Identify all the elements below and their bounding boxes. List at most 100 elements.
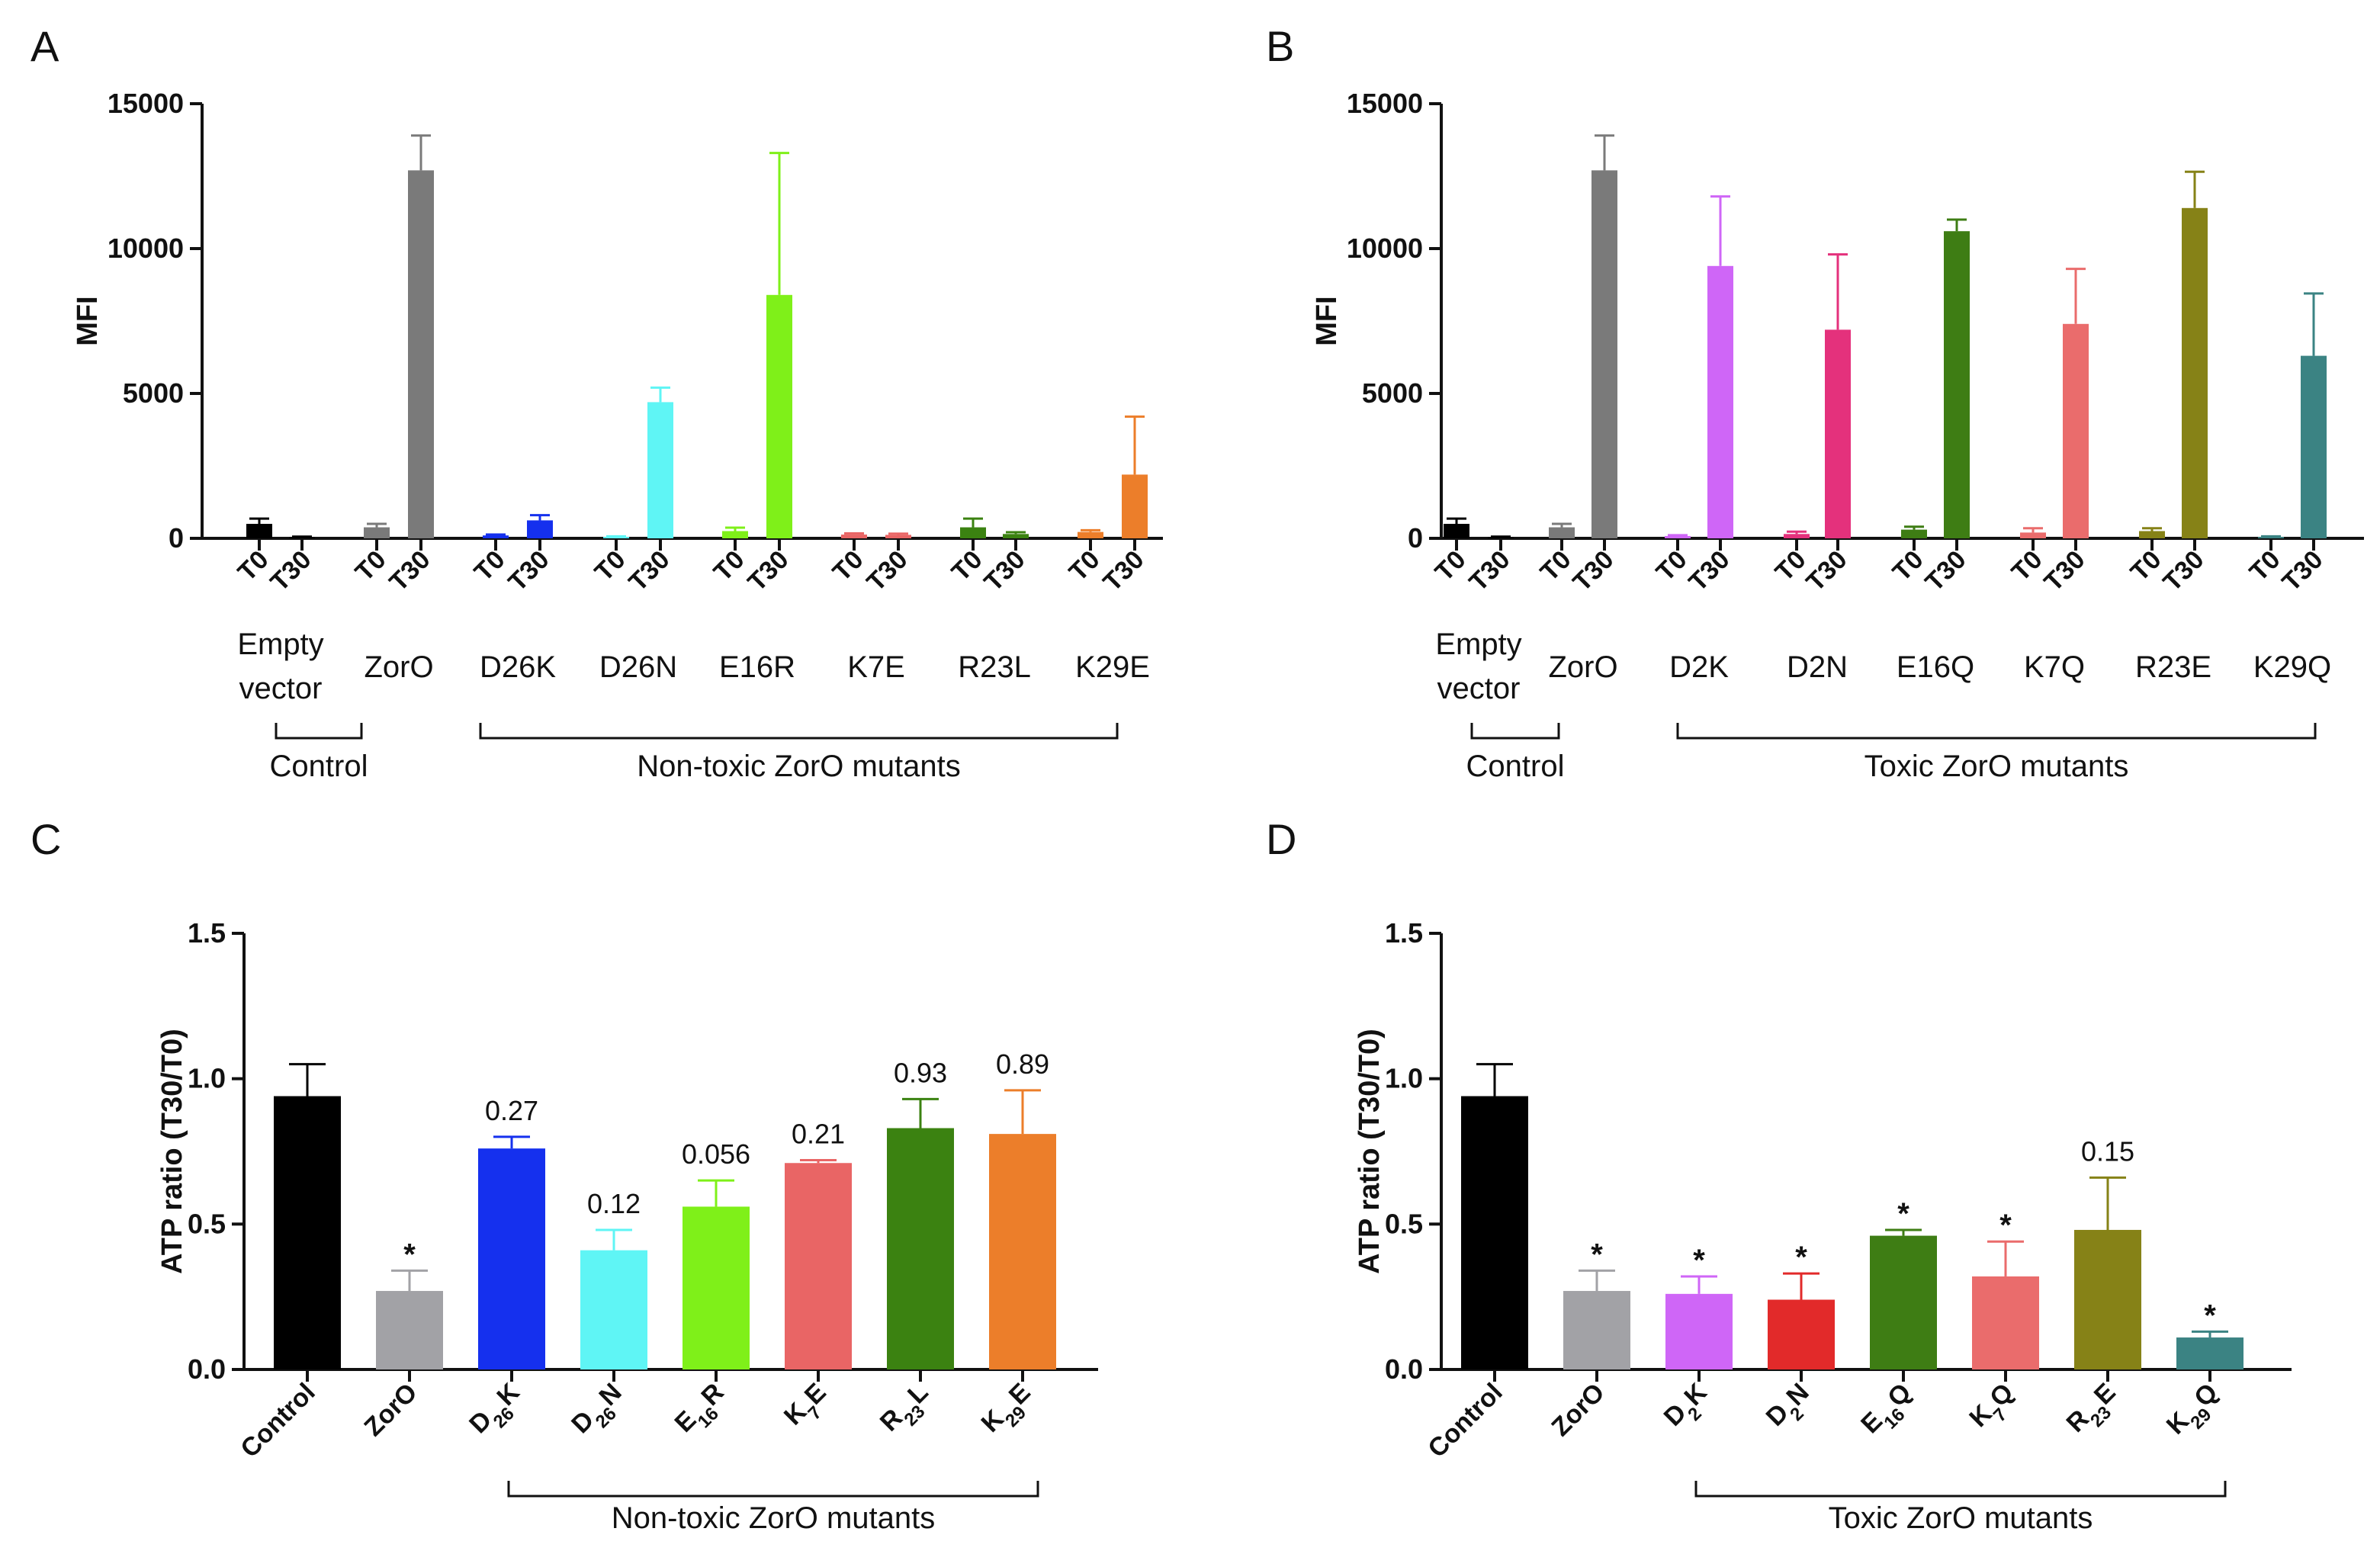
bar	[1461, 1096, 1528, 1369]
p-value-label: 0.27	[485, 1095, 538, 1126]
group-bracket	[275, 723, 363, 740]
group-label: ZorO	[1548, 650, 1617, 684]
bar	[364, 527, 390, 538]
x-tick-label-suffix: Q	[2189, 1378, 2224, 1413]
group-label: D2K	[1669, 650, 1729, 684]
x-tick-label: T30	[384, 545, 435, 597]
x-tick-label: T30	[2038, 545, 2090, 597]
bar	[2182, 207, 2208, 538]
group-bracket	[507, 1481, 1039, 1498]
x-tick-label: R23E	[2060, 1378, 2127, 1444]
panel-a: A 0 5000 10000 15000 MFI T0 T30 Empty vector T0 T3…	[0, 0, 1190, 793]
x-tick-label-base: K	[975, 1404, 1010, 1438]
bar	[785, 1163, 852, 1369]
x-tick-label: T30	[2157, 545, 2209, 597]
x-tick-label: E16Q	[1855, 1378, 1923, 1446]
bar	[2139, 531, 2165, 538]
bar	[246, 524, 272, 538]
x-tick-label: E16R	[669, 1378, 735, 1444]
x-tick-label: Control	[1422, 1378, 1508, 1463]
x-tick-label: T30	[1567, 545, 1619, 597]
bracket-label: Toxic ZorO mutants	[1829, 1501, 2093, 1535]
bar	[2074, 1229, 2141, 1369]
bar	[1768, 1299, 1835, 1369]
x-tick-label: D26K	[464, 1377, 532, 1445]
y-tick-label: 1.5	[188, 917, 226, 949]
x-tick-label-base: ZorO	[358, 1378, 422, 1442]
p-value-label: 0.89	[996, 1048, 1049, 1080]
bar	[1901, 529, 1927, 538]
y-tick-label: 5000	[123, 377, 184, 409]
panel-letter-b: B	[1266, 22, 1294, 70]
panel-letter-d: D	[1266, 815, 1296, 863]
group-label: K7E	[847, 650, 905, 684]
bar	[1444, 524, 1469, 538]
x-tick-label: D2K	[1659, 1377, 1719, 1437]
x-tick-label-suffix: K	[491, 1377, 525, 1411]
bar	[1549, 527, 1575, 538]
x-tick-label: T0	[469, 545, 511, 587]
panel-letter-c: C	[31, 815, 61, 863]
panel-c: C 0.0 0.5 1.0 1.5 ATP ratio (T30/T0) Control *…	[0, 793, 1190, 1550]
x-tick-label: D2N	[1761, 1378, 1821, 1438]
bar	[274, 1096, 341, 1369]
bar	[2258, 537, 2284, 538]
bar	[376, 1291, 443, 1369]
x-tick-label: T30	[2276, 545, 2328, 597]
group-label: R23L	[958, 650, 1031, 684]
x-tick-label: T0	[350, 545, 392, 587]
bar	[885, 535, 911, 538]
y-tick-label: 1.0	[1385, 1063, 1423, 1094]
bar	[1122, 474, 1148, 538]
x-tick-label-suffix: E	[2089, 1378, 2121, 1411]
bar	[841, 535, 867, 538]
bar	[1488, 537, 1514, 538]
significance-star: *	[1591, 1238, 1603, 1271]
x-tick-label-base: K	[1964, 1399, 1998, 1434]
x-tick-label: T30	[503, 545, 554, 597]
group-bracket	[1470, 723, 1560, 740]
chart-b: B 050001000015000MFIT0T30EmptyvectorT0T3…	[1266, 22, 2364, 783]
bar	[603, 537, 629, 538]
group-label: D26K	[480, 650, 556, 684]
bar	[478, 1148, 545, 1369]
x-tick-label: ZorO	[1546, 1378, 1610, 1442]
x-tick-label: K7E	[779, 1378, 838, 1437]
group-label: D2N	[1787, 650, 1848, 684]
bar	[1707, 265, 1733, 538]
significance-star: *	[1999, 1209, 2012, 1242]
x-tick-label-base: R	[2060, 1405, 2094, 1438]
x-tick-label-base: K	[2161, 1406, 2195, 1440]
x-tick-label: K29E	[975, 1378, 1042, 1444]
x-tick-label: T30	[1800, 545, 1852, 597]
bar	[1665, 535, 1691, 538]
bar	[887, 1128, 954, 1369]
x-tick-label-base: ZorO	[1546, 1378, 1610, 1442]
x-tick-label-suffix: Q	[1984, 1378, 2019, 1413]
bar	[1078, 531, 1103, 538]
x-tick-label-suffix: R	[695, 1378, 729, 1411]
bar	[960, 527, 986, 538]
panel-b: B 0 5000 10000 15000 MFI T0 T30 Empty vector T0 T3…	[1190, 0, 2380, 793]
bar	[1870, 1235, 1937, 1369]
panel-letter-a: A	[31, 22, 59, 70]
bar	[989, 1134, 1056, 1369]
x-tick-label: T0	[589, 545, 631, 587]
p-value-label: 0.12	[587, 1188, 641, 1219]
bar	[1944, 231, 1970, 538]
y-axis-title: MFI	[1311, 296, 1343, 345]
y-tick-label: 10000	[108, 233, 184, 264]
group-label: K29E	[1075, 650, 1150, 684]
y-tick-label: 0	[169, 522, 184, 554]
group-label: Empty	[1435, 628, 1521, 661]
bar	[1591, 170, 1617, 538]
bar	[1784, 534, 1810, 538]
x-tick-label-suffix: K	[1678, 1377, 1713, 1411]
y-tick-label: 0	[1408, 522, 1423, 554]
bar	[683, 1206, 750, 1369]
y-axis-title: ATP ratio (T30/T0)	[156, 1029, 188, 1274]
group-label: ZorO	[364, 650, 433, 684]
x-tick-label-suffix: N	[1781, 1378, 1814, 1411]
x-tick-label-suffix: L	[902, 1378, 934, 1410]
bar	[722, 531, 748, 538]
